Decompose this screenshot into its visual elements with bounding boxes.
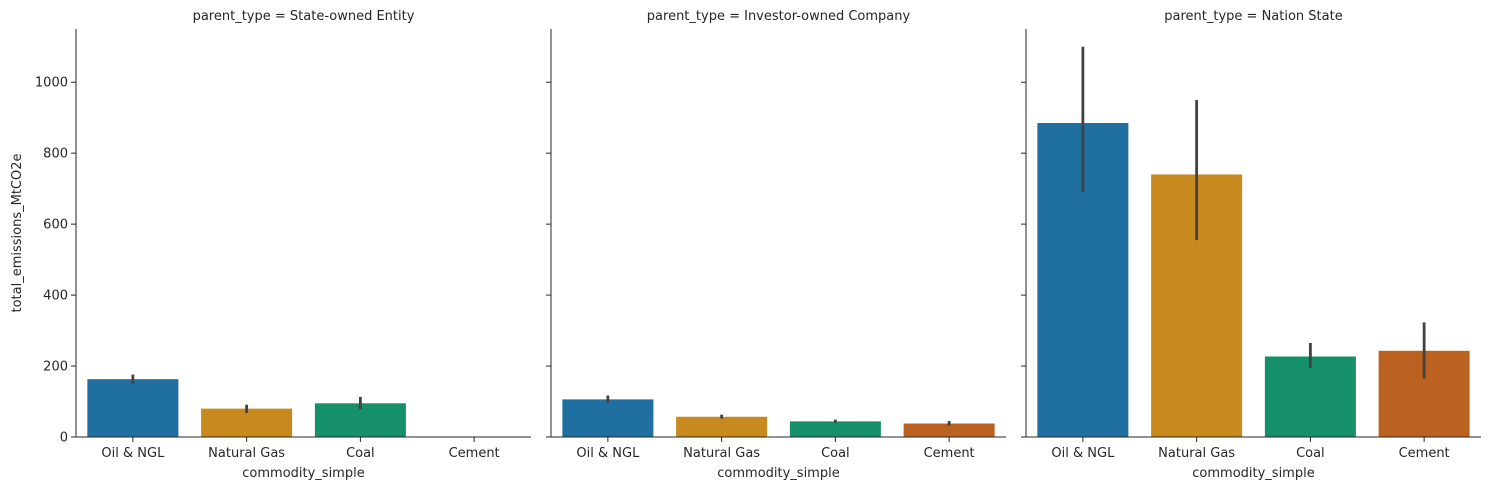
bar	[789, 421, 881, 437]
bar	[903, 423, 995, 437]
panel-title: parent_type = Nation State	[1164, 9, 1342, 24]
x-tick-label: Natural Gas	[683, 446, 760, 461]
x-axis-label: commodity_simple	[717, 466, 839, 481]
x-tick-label: Coal	[821, 446, 850, 461]
y-tick-label: 1000	[35, 76, 68, 91]
x-tick-label: Oil & NGL	[576, 446, 640, 461]
y-tick-label: 200	[43, 360, 68, 375]
panel-nation-state: parent_type = Nation State Oil & NGL Natur…	[1021, 9, 1481, 481]
panel-title: parent_type = State-owned Entity	[193, 9, 415, 24]
y-tick-label: 800	[43, 147, 68, 162]
x-tick-label: Oil & NGL	[1051, 446, 1115, 461]
y-axis-label: total_emissions_MtCO2e	[10, 153, 25, 312]
x-tick-label: Cement	[1399, 446, 1450, 461]
panel-investor-owned-company: parent_type = Investor-owned Company Oil …	[546, 9, 1006, 481]
x-axis-label: commodity_simple	[242, 466, 364, 481]
bar	[562, 399, 654, 437]
x-tick-label: Cement	[924, 446, 975, 461]
bar	[1264, 356, 1356, 437]
x-tick-label: Cement	[449, 446, 500, 461]
x-axis-label: commodity_simple	[1192, 466, 1314, 481]
x-tick-label: Coal	[1296, 446, 1325, 461]
bar	[201, 408, 293, 437]
panel-title: parent_type = Investor-owned Company	[647, 9, 911, 24]
panel-state-owned-entity: parent_type = State-owned Entity 0 200 400 6…	[35, 9, 531, 481]
x-tick-label: Coal	[346, 446, 375, 461]
bar	[676, 416, 768, 437]
y-tick-label: 400	[43, 289, 68, 304]
x-tick-label: Natural Gas	[1158, 446, 1235, 461]
y-tick-label: 600	[43, 218, 68, 233]
bar	[87, 379, 179, 437]
x-tick-label: Natural Gas	[208, 446, 285, 461]
y-tick-label: 0	[60, 431, 68, 446]
x-tick-label: Oil & NGL	[101, 446, 165, 461]
